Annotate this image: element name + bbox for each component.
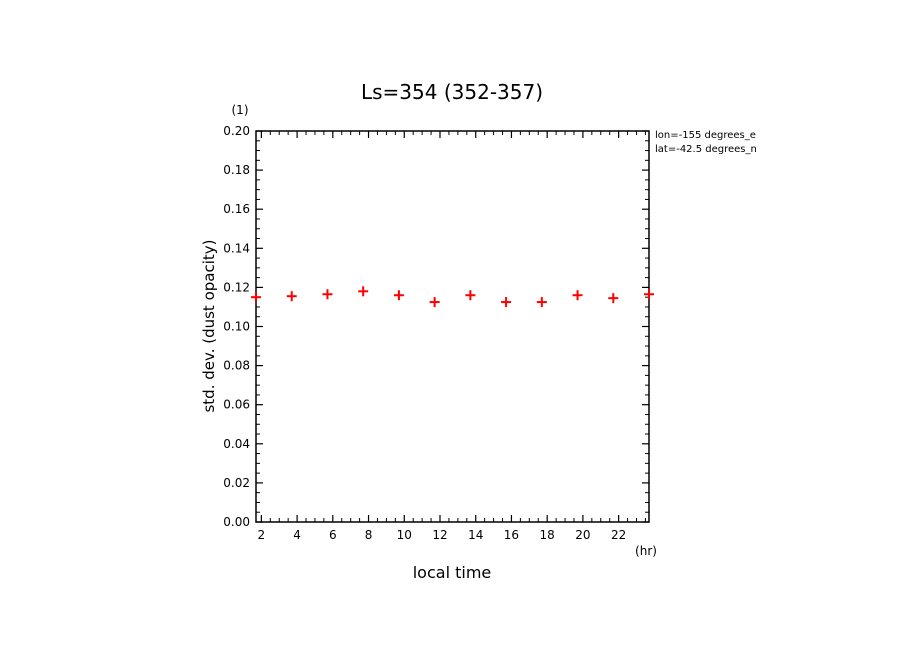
data-points [251, 286, 654, 308]
y-tick-label: 0.12 [223, 280, 250, 294]
y-tick-label: 0.04 [223, 437, 250, 451]
y-tick-label: 0.08 [223, 359, 250, 373]
annotation-lon: lon=-155 degrees_e [655, 130, 756, 141]
x-tick-label: 6 [329, 528, 337, 542]
x-axis-label: local time [413, 563, 492, 582]
y-axis-label: std. dev. (dust opacity) [200, 239, 218, 412]
y-tick-label: 0.16 [223, 202, 250, 216]
data-point [501, 297, 512, 308]
y-tick-label: 0.18 [223, 163, 250, 177]
data-point [572, 290, 583, 301]
data-point [644, 289, 654, 300]
x-tick-label: 12 [432, 528, 447, 542]
data-point [286, 291, 297, 302]
y-tick-label: 0.10 [223, 320, 250, 334]
x-tick-label: 18 [540, 528, 555, 542]
data-point [465, 290, 476, 301]
x-tick-label: 2 [258, 528, 266, 542]
y-tick-label: 0.14 [223, 241, 250, 255]
y-tick-label: 0.00 [223, 515, 250, 529]
data-point [608, 293, 619, 304]
chart-title: Ls=354 (352-357) [361, 80, 543, 104]
x-tick-label: 8 [365, 528, 373, 542]
x-axis-ticks: 2 4 6 8 10 12 14 16 18 20 22 [258, 131, 646, 542]
y-axis-ticks: 0.00 0.02 0.04 0.06 0.08 0.10 0.12 0.14 0.16 0.18… [223, 124, 649, 529]
x-tick-label: 22 [611, 528, 626, 542]
x-unit-label: (hr) [635, 544, 657, 558]
data-point [358, 286, 369, 297]
x-tick-label: 10 [397, 528, 412, 542]
y-tick-label: 0.06 [223, 398, 250, 412]
x-tick-label: 20 [575, 528, 590, 542]
y-unit-label: (1) [232, 103, 249, 117]
data-point [393, 290, 404, 301]
data-point [322, 289, 333, 300]
y-tick-label: 0.20 [223, 124, 250, 138]
x-tick-label: 14 [468, 528, 483, 542]
annotation-lat: lat=-42.5 degrees_n [655, 144, 757, 155]
y-tick-label: 0.02 [223, 476, 250, 490]
x-tick-label: 16 [504, 528, 519, 542]
data-point [251, 292, 261, 303]
x-tick-label: 4 [293, 528, 301, 542]
data-point [536, 297, 547, 308]
data-point [429, 297, 440, 308]
plot-frame [255, 130, 650, 523]
